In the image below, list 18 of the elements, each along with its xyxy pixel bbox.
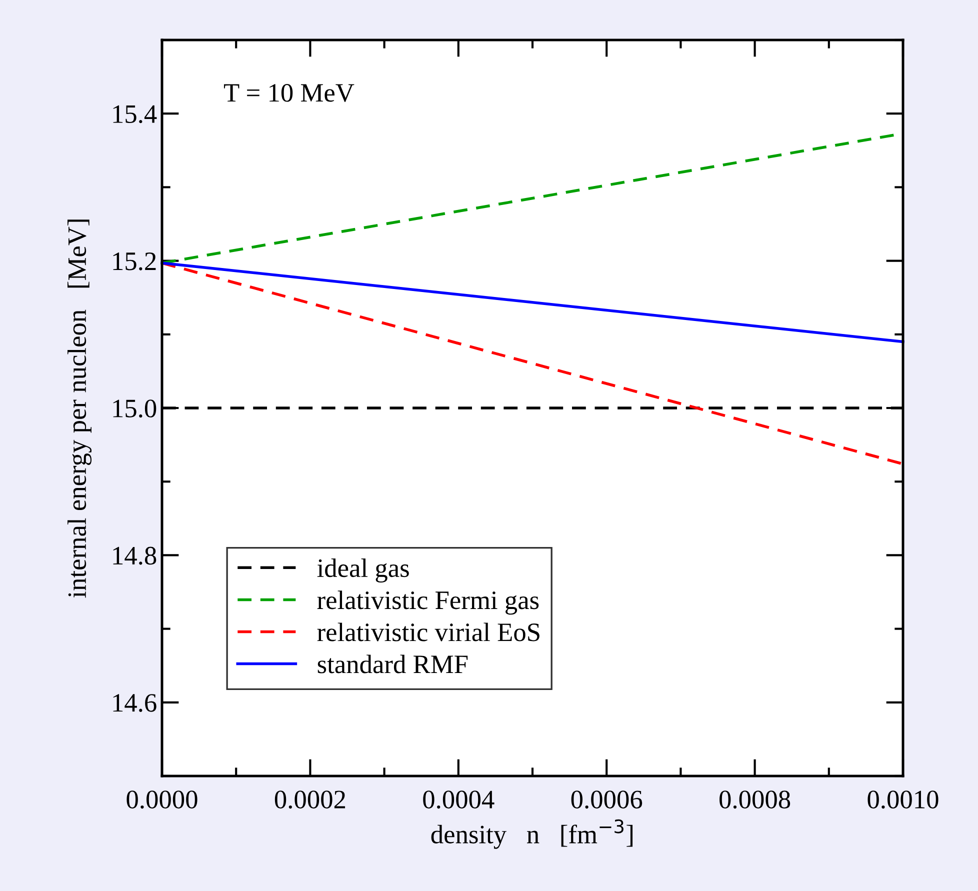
y-axis-title: internal energy per nucleon [MeV] [68, 220, 92, 598]
y-tick-label: 14.6 [113, 694, 156, 712]
legend-label: relativistic Fermi gas [317, 590, 539, 615]
legend-label: standard RMF [318, 654, 468, 674]
x-tick-label: 0.0000 [126, 790, 198, 809]
y-tick-label: 15.0 [113, 400, 156, 418]
x-tick-label: 0.0008 [720, 790, 790, 809]
x-axis-title: density n [fm$^{−3}$] [431, 819, 633, 849]
y-tick-label: 15.4 [113, 105, 157, 124]
x-tick-label: 0.0002 [274, 790, 346, 809]
legend-label: relativistic virial EoS [317, 622, 540, 642]
x-tick-label: 0.0004 [423, 790, 494, 809]
x-tick-label: 0.0006 [571, 790, 642, 809]
y-tick-label: 14.8 [113, 546, 156, 565]
annotation: T = 10 MeV [224, 84, 354, 102]
x-tick-label: 0.0010 [868, 790, 938, 809]
legend-label: ideal gas [317, 558, 409, 583]
y-tick-label: 15.2 [113, 252, 156, 270]
